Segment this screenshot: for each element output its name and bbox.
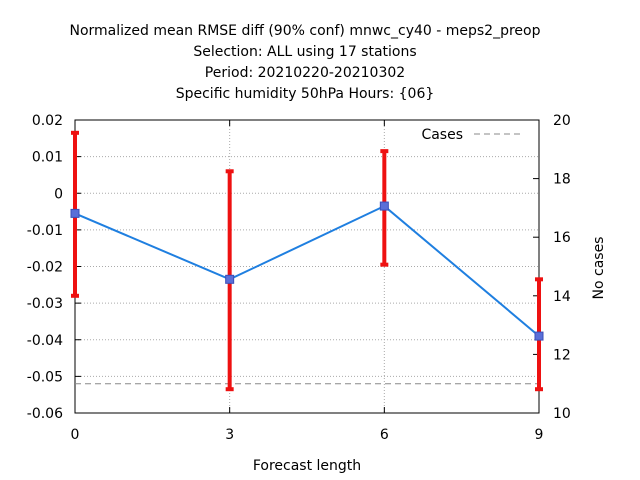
y-tick-label: -0.06 bbox=[27, 406, 63, 422]
y2-tick-label: 10 bbox=[553, 406, 571, 422]
grid bbox=[75, 120, 539, 413]
y2-tick-label: 14 bbox=[553, 289, 571, 305]
y2-tick-label: 16 bbox=[553, 230, 571, 246]
y-tick-label: 0.01 bbox=[32, 150, 63, 166]
title-line: Selection: ALL using 17 stations bbox=[193, 44, 416, 60]
x-tick-label: 0 bbox=[71, 427, 80, 443]
x-tick-label: 6 bbox=[380, 427, 389, 443]
y-tick-label: -0.01 bbox=[27, 223, 63, 239]
axis-ticks: 0.02 0.01 0 -0.01 -0.02 -0.03 -0.04 -0.05 -0.06 0… bbox=[27, 113, 571, 443]
y-tick-label: -0.05 bbox=[27, 369, 63, 385]
rmse-series bbox=[70, 201, 544, 341]
x-axis-label: Forecast length bbox=[253, 458, 361, 474]
title-line: Period: 20210220-20210302 bbox=[205, 65, 405, 81]
y-tick-label: 0.02 bbox=[32, 113, 63, 129]
data-point bbox=[70, 208, 80, 218]
x-tick-label: 9 bbox=[535, 427, 544, 443]
error-bars bbox=[71, 130, 543, 392]
data-point bbox=[379, 201, 389, 211]
y2-tick-label: 20 bbox=[553, 113, 571, 129]
y2-tick-label: 12 bbox=[553, 347, 571, 363]
data-point bbox=[534, 331, 544, 341]
legend: Cases bbox=[421, 127, 522, 143]
legend-label: Cases bbox=[421, 127, 463, 143]
title-line: Specific humidity 50hPa Hours: {06} bbox=[176, 86, 435, 102]
y-tick-label: -0.03 bbox=[27, 296, 63, 312]
y2-tick-label: 18 bbox=[553, 172, 571, 188]
data-point bbox=[225, 274, 235, 284]
y-tick-label: -0.04 bbox=[27, 333, 63, 349]
y-tick-label: 0 bbox=[54, 186, 63, 202]
y-tick-label: -0.02 bbox=[27, 260, 63, 276]
chart-title: Normalized mean RMSE diff (90% conf) mnw… bbox=[69, 23, 540, 102]
x-tick-label: 3 bbox=[225, 427, 234, 443]
series-line bbox=[74, 204, 540, 337]
title-line: Normalized mean RMSE diff (90% conf) mnw… bbox=[69, 23, 540, 39]
y2-axis-label: No cases bbox=[591, 237, 607, 300]
